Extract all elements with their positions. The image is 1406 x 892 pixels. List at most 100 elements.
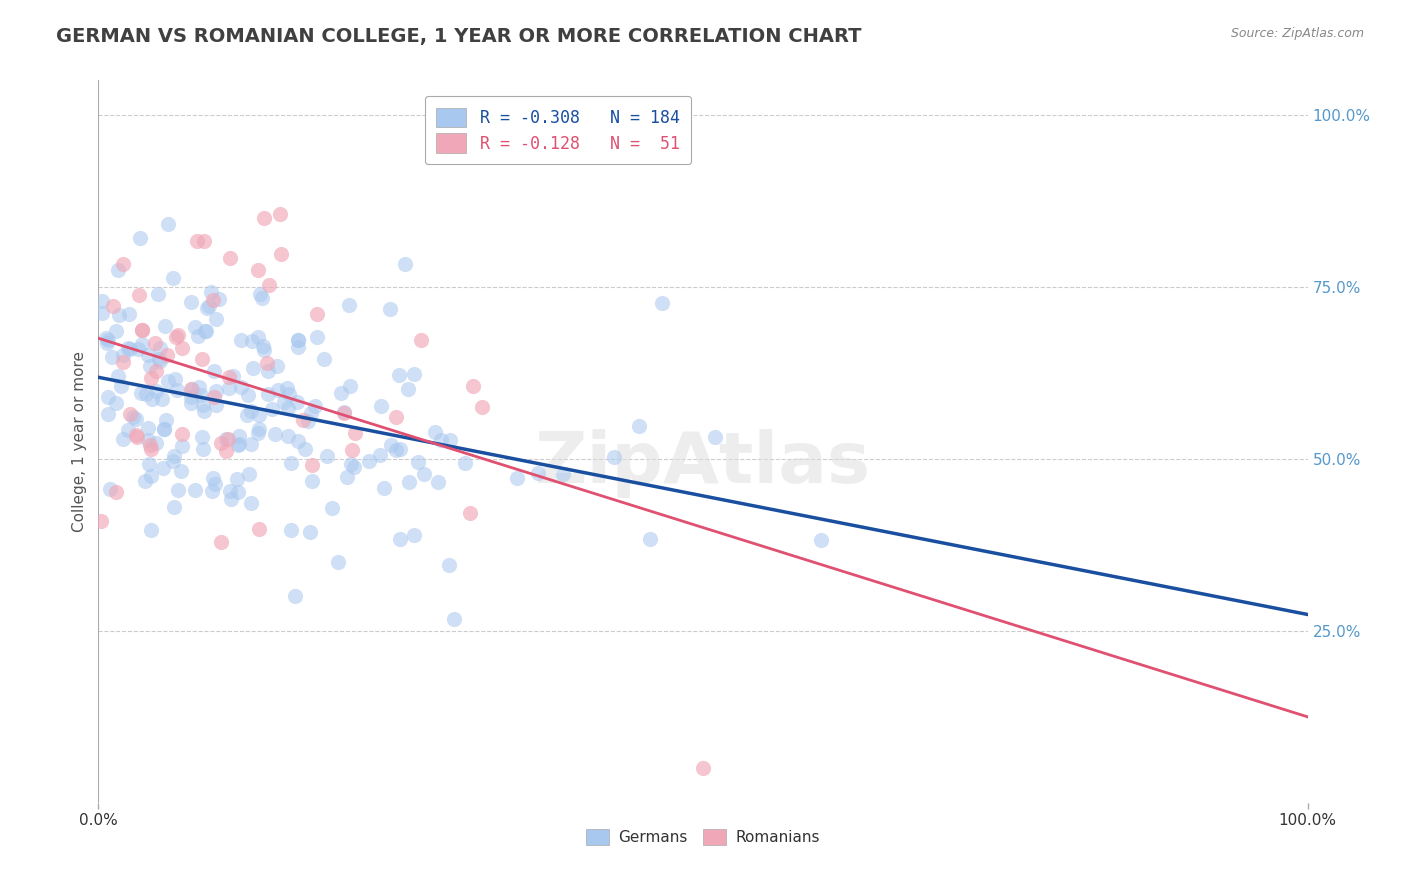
Point: [194, 325, 217, 339]
Point: [336, 470, 359, 484]
Point: [287, 434, 309, 448]
Point: [129, 386, 152, 401]
Point: [141, 524, 163, 538]
Point: [100, 482, 122, 496]
Point: [107, 308, 129, 322]
Point: [413, 467, 436, 482]
Text: Source: ZipAtlas.com: Source: ZipAtlas.com: [1230, 27, 1364, 40]
Point: [167, 328, 190, 343]
Point: [242, 361, 264, 376]
Point: [260, 401, 283, 416]
Point: [194, 324, 217, 338]
Point: [219, 483, 242, 498]
Point: [304, 399, 326, 413]
Point: [184, 483, 207, 497]
Point: [339, 379, 361, 393]
Point: [627, 418, 650, 433]
Point: [193, 235, 215, 249]
Point: [138, 434, 160, 448]
Point: [111, 257, 134, 271]
Point: [287, 334, 309, 348]
Point: [423, 425, 446, 439]
Point: [287, 333, 309, 347]
Point: [200, 285, 222, 299]
Point: [198, 299, 221, 313]
Point: [94, 331, 117, 345]
Point: [141, 392, 163, 406]
Point: [152, 422, 174, 436]
Point: [204, 477, 226, 491]
Point: [256, 355, 278, 369]
Point: [249, 287, 271, 301]
Point: [460, 506, 482, 520]
Point: [148, 286, 170, 301]
Point: [96, 335, 118, 350]
Point: [337, 298, 360, 312]
Point: [208, 292, 231, 306]
Point: [238, 467, 260, 481]
Point: [191, 351, 214, 366]
Point: [226, 485, 249, 500]
Point: [209, 535, 232, 549]
Point: [166, 483, 188, 498]
Point: [316, 449, 339, 463]
Point: [439, 558, 461, 572]
Point: [247, 522, 270, 536]
Point: [218, 370, 240, 384]
Point: [246, 330, 269, 344]
Point: [527, 466, 550, 480]
Point: [150, 392, 173, 406]
Point: [204, 398, 226, 412]
Point: [202, 293, 225, 308]
Point: [301, 406, 323, 420]
Point: [229, 333, 252, 347]
Point: [136, 348, 159, 362]
Point: [91, 293, 114, 308]
Point: [247, 426, 270, 441]
Point: [228, 429, 250, 443]
Point: [141, 442, 163, 456]
Point: [111, 355, 134, 369]
Point: [201, 484, 224, 499]
Point: [166, 383, 188, 397]
Point: [408, 455, 430, 469]
Point: [190, 388, 212, 402]
Point: [180, 382, 202, 396]
Point: [461, 379, 484, 393]
Point: [139, 438, 162, 452]
Legend: Germans, Romanians: Germans, Romanians: [579, 822, 827, 853]
Point: [118, 307, 141, 321]
Point: [107, 263, 129, 277]
Point: [340, 457, 363, 471]
Point: [127, 342, 149, 356]
Point: [156, 348, 179, 362]
Point: [202, 390, 225, 404]
Point: [191, 398, 214, 412]
Point: [170, 439, 193, 453]
Point: [155, 413, 177, 427]
Point: [253, 343, 276, 357]
Point: [215, 432, 238, 446]
Point: [394, 257, 416, 271]
Point: [301, 458, 323, 472]
Point: [368, 448, 391, 462]
Point: [136, 421, 159, 435]
Point: [97, 333, 120, 347]
Point: [170, 464, 193, 478]
Point: [184, 320, 207, 334]
Point: [402, 367, 425, 381]
Point: [506, 470, 529, 484]
Point: [186, 235, 208, 249]
Point: [240, 334, 263, 348]
Point: [214, 444, 236, 458]
Point: [202, 364, 225, 378]
Point: [443, 612, 465, 626]
Point: [139, 359, 162, 373]
Point: [389, 442, 412, 457]
Point: [226, 472, 249, 486]
Point: [90, 514, 112, 528]
Point: [180, 396, 202, 410]
Point: [651, 295, 673, 310]
Point: [267, 384, 290, 398]
Point: [380, 438, 402, 452]
